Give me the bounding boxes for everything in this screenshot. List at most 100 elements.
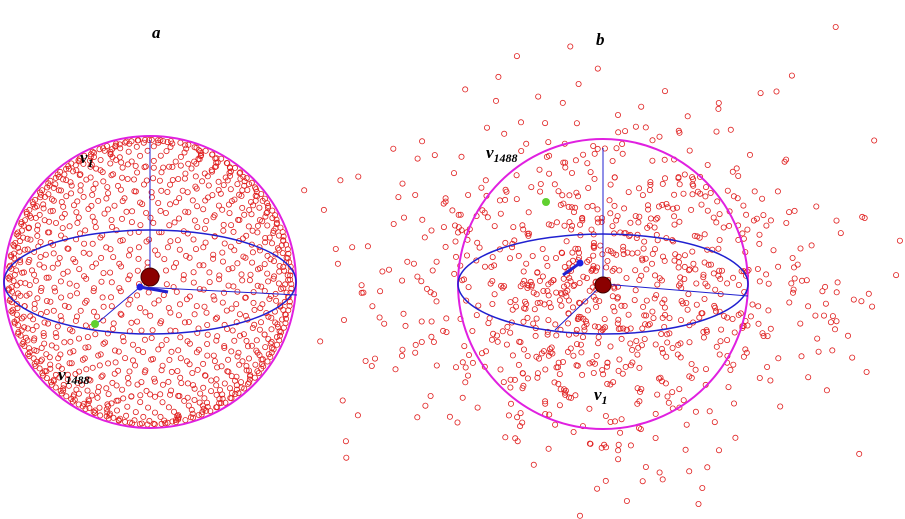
point [609, 293, 616, 300]
point [786, 209, 793, 216]
point [544, 262, 551, 269]
point [6, 276, 13, 283]
point [66, 360, 73, 367]
point [27, 236, 34, 243]
point [509, 306, 516, 313]
point [185, 160, 192, 167]
point [81, 400, 88, 407]
point [680, 190, 687, 197]
point [611, 174, 618, 181]
point [245, 367, 252, 374]
point [551, 379, 558, 386]
point [234, 353, 241, 360]
point [598, 218, 605, 225]
point [489, 300, 496, 307]
point [512, 435, 519, 442]
point [190, 236, 197, 243]
point [82, 299, 89, 306]
point [88, 202, 95, 209]
point [580, 273, 587, 280]
point [197, 150, 204, 157]
point [92, 224, 99, 231]
point [106, 410, 113, 417]
point [26, 256, 33, 263]
point [553, 254, 560, 261]
point [149, 355, 156, 362]
point [167, 138, 174, 145]
point [108, 400, 115, 407]
point [28, 214, 35, 221]
point [258, 190, 265, 197]
point [615, 112, 622, 119]
point [635, 344, 642, 351]
point [137, 152, 144, 159]
point [639, 478, 646, 485]
point [288, 281, 295, 288]
point [265, 336, 272, 343]
point [685, 267, 692, 274]
point [134, 381, 141, 388]
symbol: v [594, 385, 602, 404]
point [188, 406, 195, 413]
point [277, 224, 284, 231]
point [703, 184, 710, 191]
point [692, 408, 699, 415]
point [530, 320, 537, 327]
point [700, 271, 707, 278]
point [496, 197, 503, 204]
point [694, 188, 701, 195]
point [221, 343, 228, 350]
point [108, 279, 115, 286]
point [520, 318, 527, 325]
point [463, 252, 470, 259]
point [164, 188, 171, 195]
point [103, 195, 110, 202]
point [115, 348, 122, 355]
index: 1 [88, 156, 94, 170]
point [132, 188, 139, 195]
point [96, 362, 103, 369]
point [592, 267, 599, 274]
point [410, 260, 417, 267]
point [250, 289, 257, 296]
point [729, 168, 736, 175]
point [400, 214, 407, 221]
point [599, 215, 606, 222]
point [157, 152, 164, 159]
point [160, 138, 167, 145]
point [88, 161, 95, 168]
point [201, 225, 208, 232]
point [262, 344, 269, 351]
point [482, 348, 489, 355]
point [13, 282, 20, 289]
point [518, 147, 525, 154]
point [277, 285, 284, 292]
point [502, 434, 509, 441]
point [271, 273, 278, 280]
point [627, 442, 634, 449]
point [201, 372, 208, 379]
point [76, 155, 83, 162]
point [216, 386, 223, 393]
point [698, 310, 705, 317]
point [167, 238, 174, 245]
point [100, 270, 107, 277]
point [613, 145, 620, 152]
point [200, 384, 207, 391]
point [144, 147, 151, 154]
point [706, 408, 713, 415]
point [104, 330, 111, 337]
point [760, 332, 767, 339]
point [703, 328, 710, 335]
point [519, 385, 526, 392]
point [281, 267, 288, 274]
point [270, 227, 277, 234]
point [210, 352, 217, 359]
point [28, 267, 35, 274]
marker [136, 283, 144, 291]
point [244, 187, 251, 194]
point [542, 400, 549, 407]
point [369, 303, 376, 310]
point [111, 370, 118, 377]
point [759, 330, 766, 337]
